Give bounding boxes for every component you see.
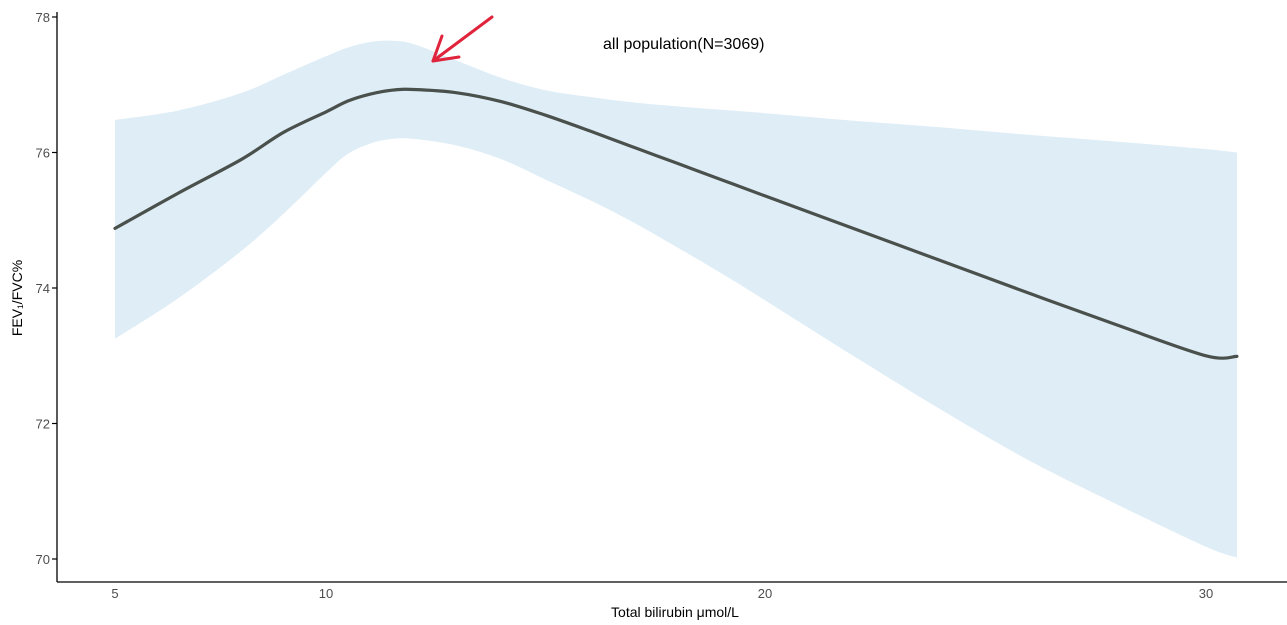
arrow-head xyxy=(431,34,461,63)
x-axis: 5 10 20 30 xyxy=(57,581,1287,601)
x-tick-label: 20 xyxy=(758,586,772,601)
y-axis-title: FEV₁/FVC% xyxy=(9,260,25,336)
fitted-curve-line xyxy=(113,87,1239,360)
y-tick-label: 74 xyxy=(36,281,50,296)
x-tick-label: 10 xyxy=(319,586,333,601)
x-tick-label: 5 xyxy=(111,586,118,601)
confidence-band xyxy=(115,40,1237,558)
plot-area xyxy=(113,40,1239,558)
y-tick-label: 72 xyxy=(36,417,50,432)
arrow-shaft xyxy=(431,15,494,63)
y-tick-label: 78 xyxy=(36,10,50,25)
y-axis: 70 72 74 76 78 xyxy=(36,10,58,582)
population-annotation: all population(N=3069) xyxy=(603,36,764,53)
y-tick-label: 76 xyxy=(36,146,50,161)
peak-pointer-arrow xyxy=(431,15,494,63)
x-axis-title: Total bilirubin μmol/L xyxy=(611,604,739,620)
x-tick-label: 30 xyxy=(1199,586,1213,601)
y-tick-label: 70 xyxy=(36,552,50,567)
